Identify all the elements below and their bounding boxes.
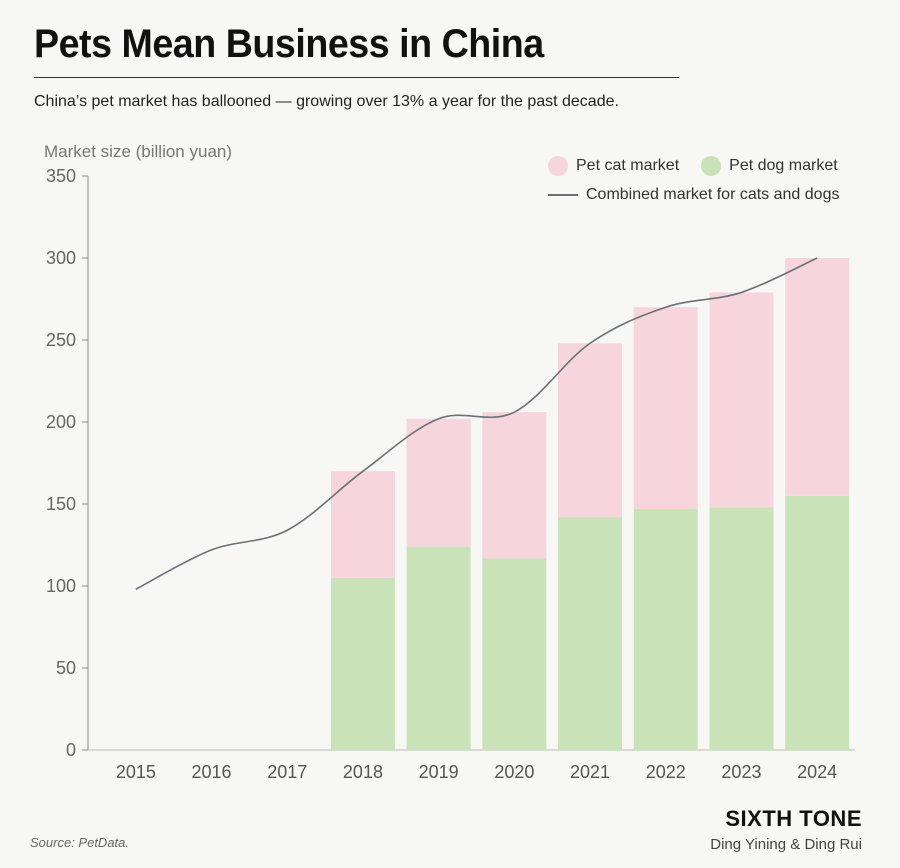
bar-dog xyxy=(482,558,547,750)
bar-cat xyxy=(406,418,471,547)
x-tick-label: 2018 xyxy=(343,762,383,782)
bar-dog xyxy=(330,577,395,750)
legend-label-combined: Combined market for cats and dogs xyxy=(586,186,840,203)
bar-cat xyxy=(633,307,698,509)
x-tick-label: 2020 xyxy=(494,762,534,782)
y-tick-label: 100 xyxy=(46,576,76,596)
y-tick-label: 350 xyxy=(46,166,76,186)
legend-label-cat: Pet cat market xyxy=(576,157,680,174)
y-tick-label: 250 xyxy=(46,330,76,350)
bar-cat xyxy=(709,292,774,508)
author-credit: Ding Yining & Ding Rui xyxy=(710,836,862,853)
combined-line xyxy=(135,257,818,590)
bar-dog xyxy=(709,507,774,750)
legend-row-combined: Combined market for cats and dogs xyxy=(548,183,839,207)
y-tick-label: 150 xyxy=(46,494,76,514)
bar-cat xyxy=(558,343,623,518)
y-axis-label: Market size (billion yuan) xyxy=(44,142,232,161)
x-tick-label: 2016 xyxy=(192,762,232,782)
x-tick-label: 2021 xyxy=(570,762,610,782)
legend-label-dog: Pet dog market xyxy=(729,157,838,174)
x-tick-label: 2015 xyxy=(116,762,156,782)
bar-cat xyxy=(482,412,547,559)
legend-swatch-cat xyxy=(548,156,568,176)
bar-dog xyxy=(633,508,698,750)
bar-cat xyxy=(330,471,395,578)
chart-subtitle: China’s pet market has ballooned — growi… xyxy=(34,93,619,110)
x-tick-label: 2022 xyxy=(646,762,686,782)
legend-swatch-dog xyxy=(701,156,722,176)
source-note: Source: PetData. xyxy=(30,835,129,850)
brand-logo: SIXTH TONE xyxy=(725,806,862,831)
y-tick-label: 300 xyxy=(46,248,76,268)
y-tick-label: 50 xyxy=(56,658,76,678)
legend-row-cat-dog: Pet cat market Pet dog market xyxy=(548,154,839,178)
bar-dog xyxy=(558,517,623,750)
title-divider xyxy=(34,77,679,78)
x-tick-label: 2023 xyxy=(721,762,761,782)
x-tick-label: 2019 xyxy=(419,762,459,782)
bar-dog xyxy=(785,495,850,750)
x-tick-label: 2017 xyxy=(267,762,307,782)
x-tick-label: 2024 xyxy=(797,762,837,782)
bar-dog xyxy=(406,546,471,750)
bar-cat xyxy=(785,258,850,496)
legend: Pet cat market Pet dog market Combined m… xyxy=(548,154,839,207)
chart-title: Pets Mean Business in China xyxy=(34,22,544,66)
legend-swatch-combined xyxy=(548,194,578,196)
y-tick-label: 200 xyxy=(46,412,76,432)
y-tick-label: 0 xyxy=(66,740,76,760)
